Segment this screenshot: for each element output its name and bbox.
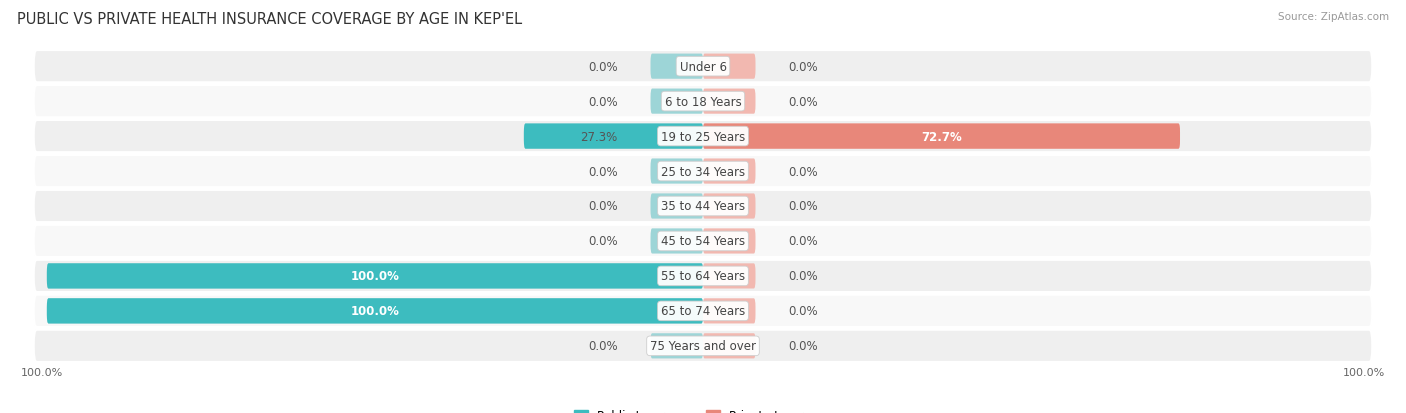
Text: 72.7%: 72.7%: [921, 130, 962, 143]
Text: 35 to 44 Years: 35 to 44 Years: [661, 200, 745, 213]
FancyBboxPatch shape: [703, 124, 1180, 150]
Text: 0.0%: 0.0%: [789, 235, 818, 248]
FancyBboxPatch shape: [46, 263, 703, 289]
Text: 0.0%: 0.0%: [588, 61, 617, 74]
FancyBboxPatch shape: [703, 333, 755, 358]
FancyBboxPatch shape: [34, 51, 1372, 83]
Text: 0.0%: 0.0%: [789, 305, 818, 318]
Text: 0.0%: 0.0%: [789, 339, 818, 352]
FancyBboxPatch shape: [34, 156, 1372, 188]
FancyBboxPatch shape: [651, 55, 703, 80]
Text: 0.0%: 0.0%: [588, 200, 617, 213]
Legend: Public Insurance, Private Insurance: Public Insurance, Private Insurance: [569, 404, 837, 413]
Text: 100.0%: 100.0%: [350, 305, 399, 318]
Text: 100.0%: 100.0%: [350, 270, 399, 283]
FancyBboxPatch shape: [703, 55, 755, 80]
Text: 0.0%: 0.0%: [789, 200, 818, 213]
Text: 0.0%: 0.0%: [789, 270, 818, 283]
Text: PUBLIC VS PRIVATE HEALTH INSURANCE COVERAGE BY AGE IN KEP'EL: PUBLIC VS PRIVATE HEALTH INSURANCE COVER…: [17, 12, 522, 27]
FancyBboxPatch shape: [703, 124, 1180, 150]
FancyBboxPatch shape: [524, 124, 703, 150]
FancyBboxPatch shape: [703, 263, 755, 289]
Text: 6 to 18 Years: 6 to 18 Years: [665, 95, 741, 108]
Text: 0.0%: 0.0%: [789, 165, 818, 178]
Text: 0.0%: 0.0%: [789, 61, 818, 74]
Text: 0.0%: 0.0%: [789, 95, 818, 108]
Text: 45 to 54 Years: 45 to 54 Years: [661, 235, 745, 248]
FancyBboxPatch shape: [34, 121, 1372, 153]
Text: 65 to 74 Years: 65 to 74 Years: [661, 305, 745, 318]
FancyBboxPatch shape: [703, 89, 755, 114]
FancyBboxPatch shape: [703, 194, 755, 219]
FancyBboxPatch shape: [651, 89, 703, 114]
Text: Source: ZipAtlas.com: Source: ZipAtlas.com: [1278, 12, 1389, 22]
Text: Under 6: Under 6: [679, 61, 727, 74]
Text: 19 to 25 Years: 19 to 25 Years: [661, 130, 745, 143]
FancyBboxPatch shape: [651, 194, 703, 219]
FancyBboxPatch shape: [651, 333, 703, 358]
Text: 100.0%: 100.0%: [21, 367, 63, 377]
Text: 75 Years and over: 75 Years and over: [650, 339, 756, 352]
Text: 100.0%: 100.0%: [1343, 367, 1385, 377]
FancyBboxPatch shape: [46, 299, 703, 324]
FancyBboxPatch shape: [703, 299, 755, 324]
Text: 25 to 34 Years: 25 to 34 Years: [661, 165, 745, 178]
FancyBboxPatch shape: [34, 225, 1372, 257]
Text: 27.3%: 27.3%: [581, 130, 617, 143]
FancyBboxPatch shape: [703, 229, 755, 254]
FancyBboxPatch shape: [34, 86, 1372, 118]
FancyBboxPatch shape: [34, 295, 1372, 327]
FancyBboxPatch shape: [651, 159, 703, 184]
Text: 0.0%: 0.0%: [588, 95, 617, 108]
FancyBboxPatch shape: [651, 229, 703, 254]
FancyBboxPatch shape: [34, 190, 1372, 223]
FancyBboxPatch shape: [34, 260, 1372, 292]
Text: 0.0%: 0.0%: [588, 339, 617, 352]
FancyBboxPatch shape: [46, 263, 703, 289]
Text: 0.0%: 0.0%: [588, 235, 617, 248]
FancyBboxPatch shape: [703, 159, 755, 184]
FancyBboxPatch shape: [46, 299, 703, 324]
Text: 0.0%: 0.0%: [588, 165, 617, 178]
Text: 55 to 64 Years: 55 to 64 Years: [661, 270, 745, 283]
FancyBboxPatch shape: [34, 330, 1372, 362]
FancyBboxPatch shape: [524, 124, 703, 150]
